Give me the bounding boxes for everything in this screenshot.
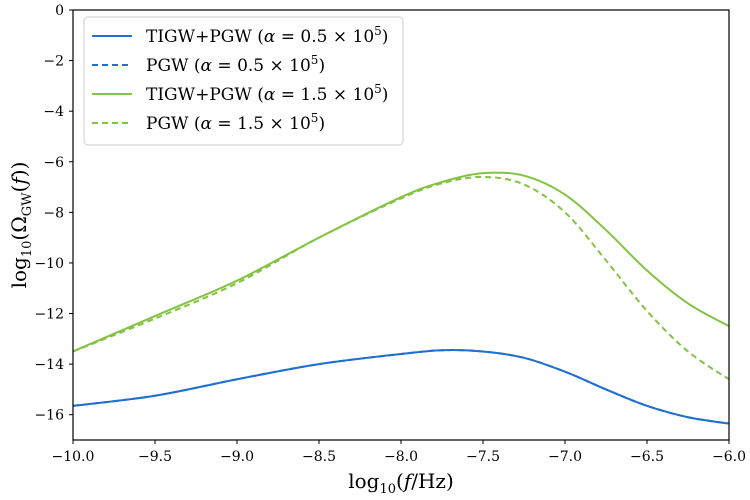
x-axis-title: log10(f/Hz)	[348, 469, 454, 497]
x-tick-label: −6.5	[630, 449, 664, 465]
y-tick-label: −8	[43, 205, 64, 221]
y-axis-title: log10(ΩGW(f))	[7, 162, 35, 289]
series-layer	[72, 171, 730, 425]
y-tick-label: −10	[34, 256, 64, 272]
x-tick-label: −7.0	[548, 449, 582, 465]
svg-text:log10(ΩGW(f)): log10(ΩGW(f))	[7, 162, 35, 289]
legend: TIGW+PGW (α = 0.5 × 105) PGW (α = 0.5 × 1…	[83, 16, 404, 146]
x-tick-label: −8.0	[384, 449, 418, 465]
y-tick-label: −2	[43, 54, 64, 70]
legend-label: TIGW+PGW (α = 0.5 × 105)	[146, 24, 388, 47]
y-tick-label: −6	[43, 155, 64, 171]
y-tick-label: −14	[34, 357, 64, 373]
series-line-3	[72, 175, 730, 381]
x-tick-label: −9.0	[220, 449, 254, 465]
series-line-1	[72, 349, 730, 425]
x-tick-label: −8.5	[302, 449, 336, 465]
y-tick-label: 0	[55, 3, 64, 19]
y-tick-label: −16	[34, 408, 64, 424]
y-axis-ticks: 0 −2 −4 −6 −8 −10 −12 −14 −16	[34, 3, 73, 424]
series-line-2	[72, 171, 730, 353]
legend-box	[83, 16, 404, 146]
x-axis-ticks: −10.0 −9.5 −9.0 −8.5 −8.0 −7.5 −7.0 −6.5 −6.0	[52, 440, 746, 465]
x-tick-label: −7.5	[466, 449, 500, 465]
legend-label: TIGW+PGW (α = 1.5 × 105)	[146, 82, 388, 105]
x-tick-label: −6.0	[712, 449, 746, 465]
y-tick-label: −12	[34, 307, 64, 323]
legend-label: PGW (α = 1.5 × 105)	[146, 111, 325, 134]
x-tick-label: −9.5	[138, 449, 172, 465]
legend-label: PGW (α = 0.5 × 105)	[146, 53, 325, 76]
x-tick-label: −10.0	[52, 449, 95, 465]
y-tick-label: −4	[43, 104, 64, 120]
